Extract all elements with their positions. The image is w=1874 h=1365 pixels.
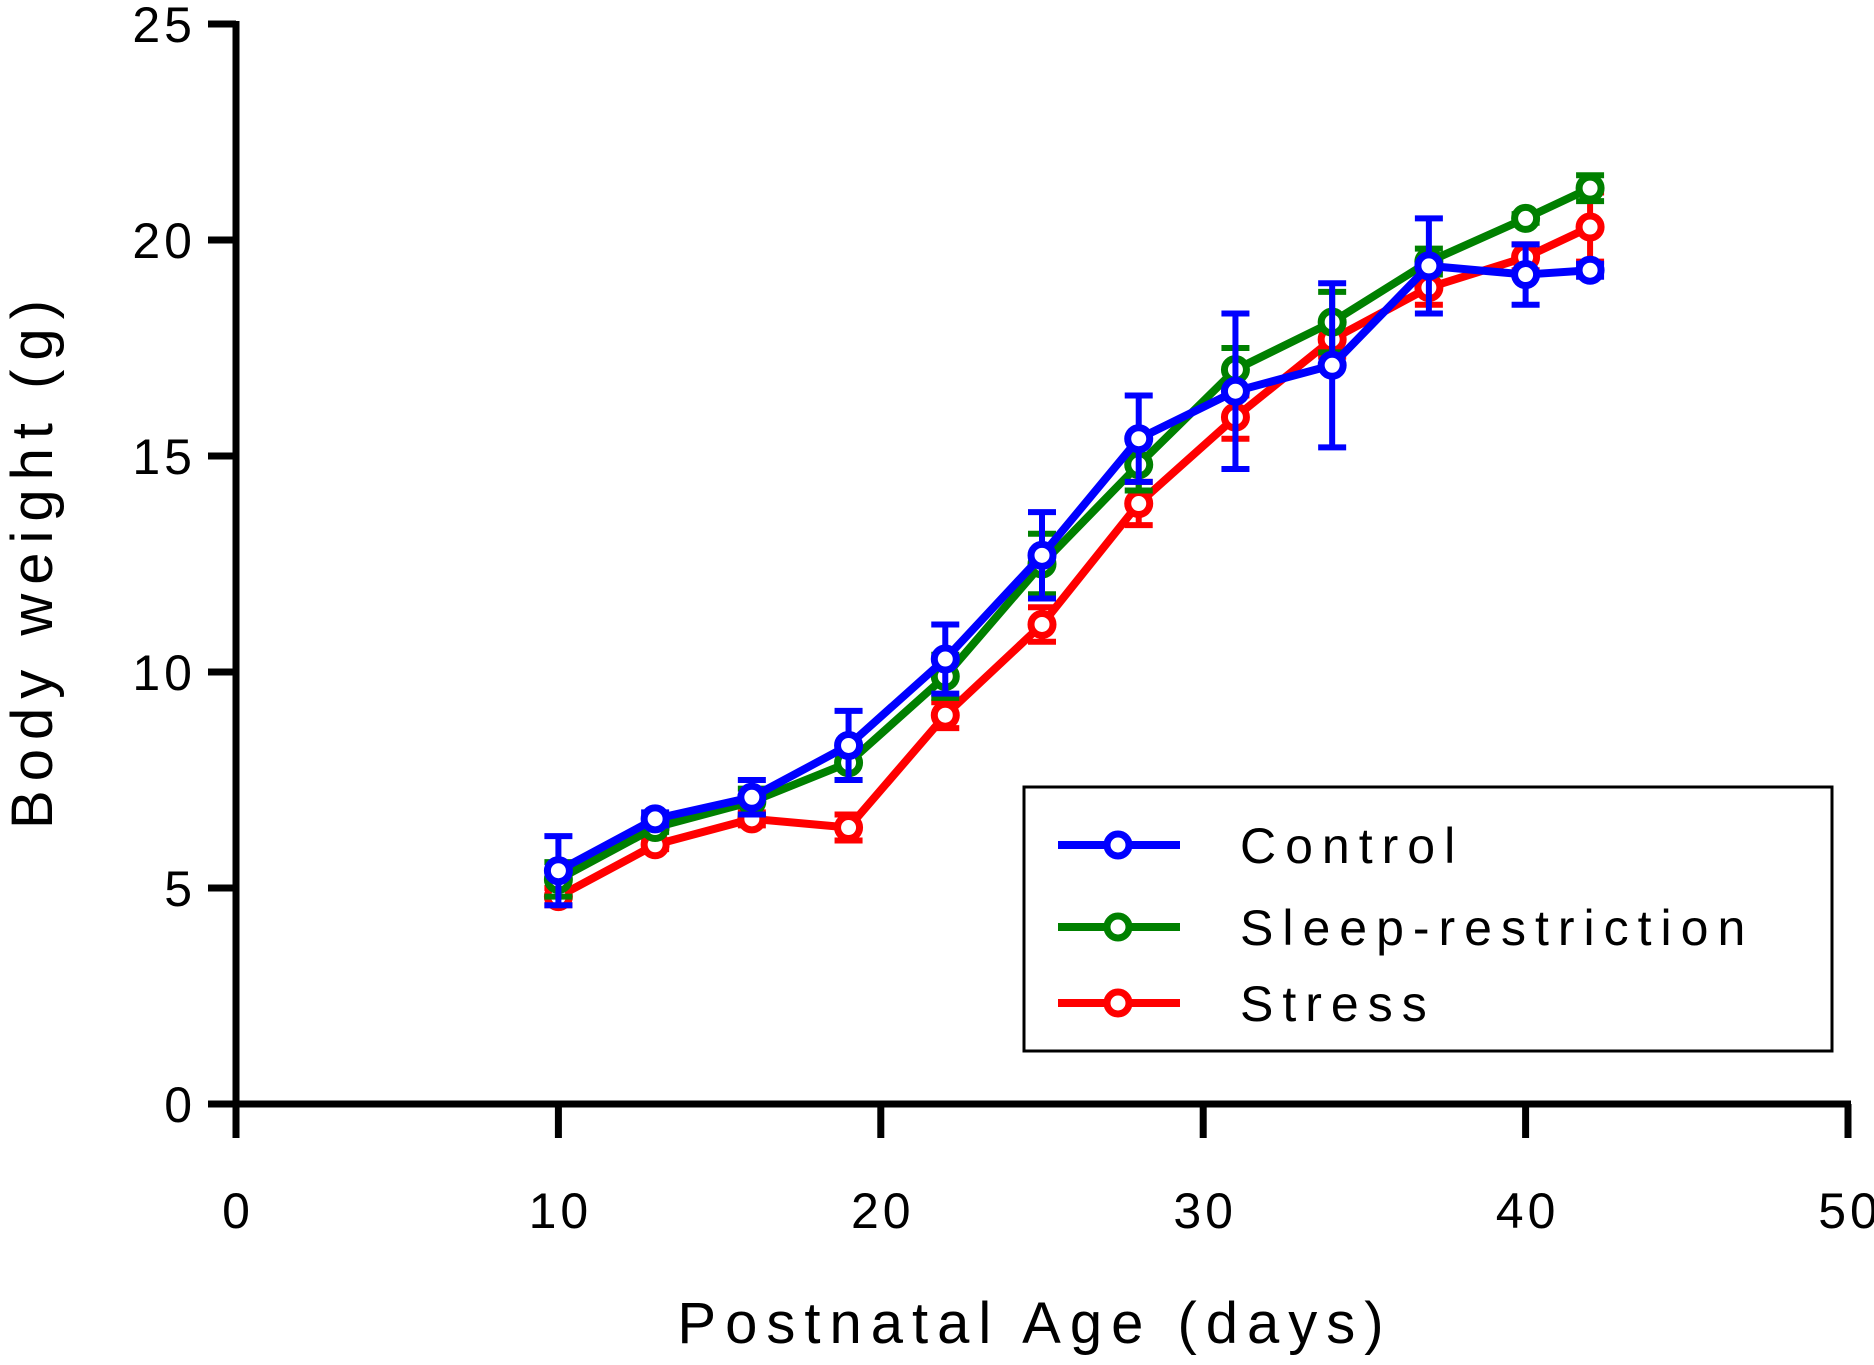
x-tick-label: 30: [1173, 1183, 1237, 1239]
data-point-stress: [1027, 609, 1057, 639]
legend-entry-stress: Stress: [1058, 976, 1436, 1032]
y-axis-title: Body weight (g): [0, 291, 65, 829]
y-tick-label: 15: [132, 429, 196, 485]
data-point-control: [834, 730, 864, 760]
series-line-stress: [556, 223, 1592, 901]
series-line-control: [556, 261, 1591, 875]
y-axis-ticks: 0 5 10 15 20 25: [132, 0, 236, 1133]
legend-swatch-marker: [1103, 912, 1133, 942]
x-tick-label: 50: [1818, 1183, 1874, 1239]
data-point-control: [1027, 540, 1057, 570]
legend-entry-control: Control: [1058, 818, 1464, 874]
legend-entries: Control Sleep-restriction Stress: [1058, 818, 1754, 1032]
legend-label: Control: [1240, 818, 1464, 874]
x-tick-label: 10: [529, 1183, 593, 1239]
x-tick-label: 20: [851, 1183, 915, 1239]
data-point-control: [1124, 424, 1154, 454]
series-control: [543, 215, 1605, 909]
data-point-control: [737, 782, 767, 812]
data-point-stress: [1124, 489, 1154, 519]
data-point-sleep-restriction: [1575, 173, 1605, 203]
data-point-control: [930, 644, 960, 674]
data-point-control: [1414, 251, 1444, 281]
data-point-stress: [930, 700, 960, 730]
series-layer: [543, 172, 1605, 912]
y-tick-label: 5: [164, 861, 196, 917]
data-point-stress: [1575, 212, 1605, 242]
data-point-stress: [834, 813, 864, 843]
series-line-sleep-restriction: [556, 184, 1592, 883]
x-axis-ticks: 0 10 20 30 40 50: [222, 1104, 1874, 1239]
legend-label: Sleep-restriction: [1240, 900, 1754, 956]
legend-label: Stress: [1240, 976, 1436, 1032]
legend-swatch-marker: [1103, 988, 1133, 1018]
y-tick-label: 25: [132, 0, 196, 53]
legend: Control Sleep-restriction Stress: [1022, 785, 1834, 1053]
legend-swatch-marker: [1103, 830, 1133, 860]
data-point-control: [1511, 260, 1541, 290]
data-point-control: [1317, 350, 1347, 380]
y-tick-label: 0: [164, 1077, 196, 1133]
data-point-control: [1575, 255, 1605, 285]
plot-area: 0 5 10 15 20 25 0 10 20 30 40 50: [132, 0, 1874, 1239]
data-point-sleep-restriction: [1511, 203, 1541, 233]
data-point-control: [543, 856, 573, 886]
y-tick-label: 10: [132, 645, 196, 701]
x-axis-title: Postnatal Age (days): [677, 1291, 1392, 1356]
x-tick-label: 0: [222, 1183, 254, 1239]
y-tick-label: 20: [132, 213, 196, 269]
x-tick-label: 40: [1496, 1183, 1560, 1239]
data-point-control: [640, 804, 670, 834]
legend-entry-sleep-restriction: Sleep-restriction: [1058, 900, 1754, 956]
data-point-control: [1220, 376, 1250, 406]
